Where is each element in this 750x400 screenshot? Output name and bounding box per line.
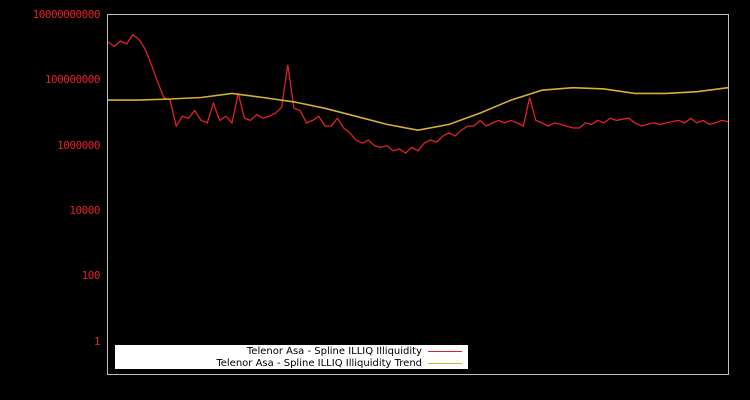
legend-label: Telenor Asa - Spline ILLIQ Illiquidity T… xyxy=(216,357,422,369)
plot-frame xyxy=(107,14,729,375)
y-tick-label: 10000 xyxy=(69,204,100,217)
y-tick-label: 100 xyxy=(81,269,101,282)
legend-swatch-gold-line-icon xyxy=(428,362,462,364)
legend-label: Telenor Asa - Spline ILLIQ Illiquidity xyxy=(246,345,422,357)
y-tick-label: 1000000 xyxy=(57,139,100,152)
series-illiquidity-line xyxy=(107,33,729,154)
chart-legend: Telenor Asa - Spline ILLIQ Illiquidity T… xyxy=(115,345,468,369)
legend-item-illiquidity-trend: Telenor Asa - Spline ILLIQ Illiquidity T… xyxy=(216,357,468,369)
y-tick-label: 1 xyxy=(93,335,101,348)
series-illiquidity-trend-line xyxy=(108,86,729,132)
legend-item-illiquidity: Telenor Asa - Spline ILLIQ Illiquidity xyxy=(247,345,468,357)
y-tick-label: 10000000000 xyxy=(32,8,101,21)
y-tick-label: 100000000 xyxy=(44,73,101,86)
series-layer xyxy=(107,33,729,154)
legend-swatch-red-line-icon xyxy=(428,350,462,352)
